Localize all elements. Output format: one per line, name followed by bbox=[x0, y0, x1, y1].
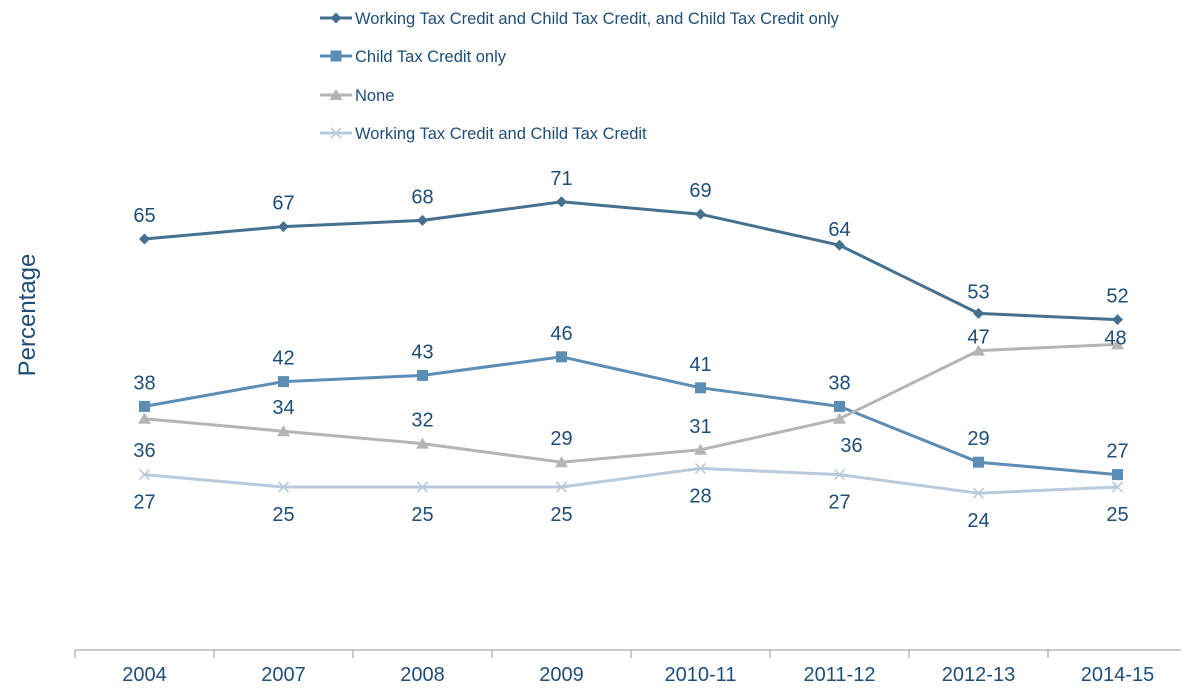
data-labels: 65 67 68 71 69 64 53 52 38 42 43 46 41 38 29 27 36 34 32 29… bbox=[133, 168, 1128, 532]
legend-marker-icon bbox=[330, 12, 342, 24]
legend-label: None bbox=[355, 87, 394, 105]
legend-label: Working Tax Credit and Child Tax Credit bbox=[355, 125, 647, 143]
data-label: 25 bbox=[411, 504, 433, 526]
data-label: 68 bbox=[411, 186, 433, 208]
data-label: 29 bbox=[967, 428, 989, 450]
data-point-marker bbox=[278, 221, 289, 233]
data-label: 36 bbox=[840, 435, 862, 457]
data-label: 38 bbox=[828, 372, 850, 394]
data-point-marker bbox=[972, 344, 985, 356]
data-point-marker bbox=[694, 462, 707, 474]
data-label: 29 bbox=[550, 428, 572, 450]
x-tick-label: 2014-15 bbox=[1081, 664, 1154, 686]
data-point-marker bbox=[1111, 338, 1124, 350]
data-label: 27 bbox=[133, 492, 155, 514]
data-point-marker bbox=[1111, 481, 1124, 493]
data-point-marker bbox=[139, 400, 150, 412]
series-lines bbox=[144, 200, 1118, 495]
data-label: 34 bbox=[272, 397, 294, 419]
x-tick-label: 2011-12 bbox=[804, 664, 876, 686]
series-line bbox=[144, 355, 1118, 477]
data-point-marker bbox=[555, 456, 568, 468]
data-point-marker bbox=[973, 307, 984, 319]
data-point-marker bbox=[555, 481, 568, 493]
data-point-marker bbox=[138, 412, 151, 424]
legend: Working Tax Credit and Child Tax Credit,… bbox=[320, 10, 840, 143]
data-label: 41 bbox=[689, 354, 711, 376]
legend-label: Working Tax Credit and Child Tax Credit,… bbox=[355, 10, 840, 28]
data-point-marker bbox=[695, 208, 706, 220]
data-label: 25 bbox=[272, 504, 294, 526]
data-point-marker bbox=[138, 469, 151, 481]
x-tick-label: 2007 bbox=[261, 664, 306, 686]
data-point-marker bbox=[834, 400, 845, 412]
series-line bbox=[144, 200, 1118, 322]
data-label: 32 bbox=[411, 410, 433, 432]
data-point-marker bbox=[973, 456, 984, 468]
legend-marker-icon bbox=[330, 50, 342, 62]
data-point-marker bbox=[556, 196, 567, 208]
data-point-marker bbox=[834, 239, 845, 251]
data-label: 69 bbox=[689, 180, 711, 202]
series-markers bbox=[138, 196, 1124, 499]
y-axis-title: Percentage bbox=[14, 254, 41, 377]
legend-label: Child Tax Credit only bbox=[355, 48, 507, 66]
data-point-marker bbox=[1112, 469, 1123, 481]
data-point-marker bbox=[694, 443, 707, 455]
x-tick-label: 2012-13 bbox=[942, 664, 1015, 686]
data-label: 25 bbox=[550, 504, 572, 526]
data-point-marker bbox=[1112, 314, 1123, 326]
data-label: 46 bbox=[550, 323, 572, 345]
x-tick-label: 2008 bbox=[400, 664, 445, 686]
data-label: 53 bbox=[967, 281, 989, 303]
data-label: 52 bbox=[1106, 286, 1128, 308]
data-point-marker bbox=[695, 382, 706, 394]
data-point-marker bbox=[556, 351, 567, 363]
data-label: 28 bbox=[689, 485, 711, 507]
data-point-marker bbox=[277, 481, 290, 493]
data-label: 36 bbox=[133, 440, 155, 462]
data-point-marker bbox=[416, 437, 429, 449]
x-tick-label: 2004 bbox=[122, 664, 167, 686]
data-point-marker bbox=[972, 487, 985, 499]
data-label: 25 bbox=[1106, 504, 1128, 526]
data-point-marker bbox=[416, 481, 429, 493]
data-point-marker bbox=[417, 214, 428, 226]
data-point-marker bbox=[833, 469, 846, 481]
data-label: 47 bbox=[967, 327, 989, 349]
data-label: 27 bbox=[828, 492, 850, 514]
legend-marker-icon bbox=[329, 89, 343, 100]
data-point-marker bbox=[278, 376, 289, 388]
data-point-marker bbox=[277, 425, 290, 437]
x-tick-label: 2010-11 bbox=[665, 664, 737, 686]
data-label: 65 bbox=[133, 205, 155, 227]
data-point-marker bbox=[417, 369, 428, 381]
x-tick-label: 2009 bbox=[539, 664, 584, 686]
data-label: 42 bbox=[272, 348, 294, 370]
data-label: 64 bbox=[828, 219, 850, 241]
data-label: 43 bbox=[411, 341, 433, 363]
data-label: 67 bbox=[272, 193, 294, 215]
series-line bbox=[144, 466, 1118, 495]
data-point-marker bbox=[139, 233, 150, 245]
legend-marker-icon bbox=[330, 127, 342, 139]
x-axis: 2004 2007 2008 2009 2010-11 2011-12 2012-13 201… bbox=[74, 649, 1181, 686]
data-label: 27 bbox=[1106, 441, 1128, 463]
series-line bbox=[144, 342, 1118, 464]
data-label: 31 bbox=[689, 416, 711, 438]
data-label: 71 bbox=[550, 168, 572, 190]
data-label: 24 bbox=[967, 510, 989, 532]
data-point-marker bbox=[833, 412, 846, 424]
data-label: 38 bbox=[133, 372, 155, 394]
data-label: 48 bbox=[1104, 327, 1126, 349]
